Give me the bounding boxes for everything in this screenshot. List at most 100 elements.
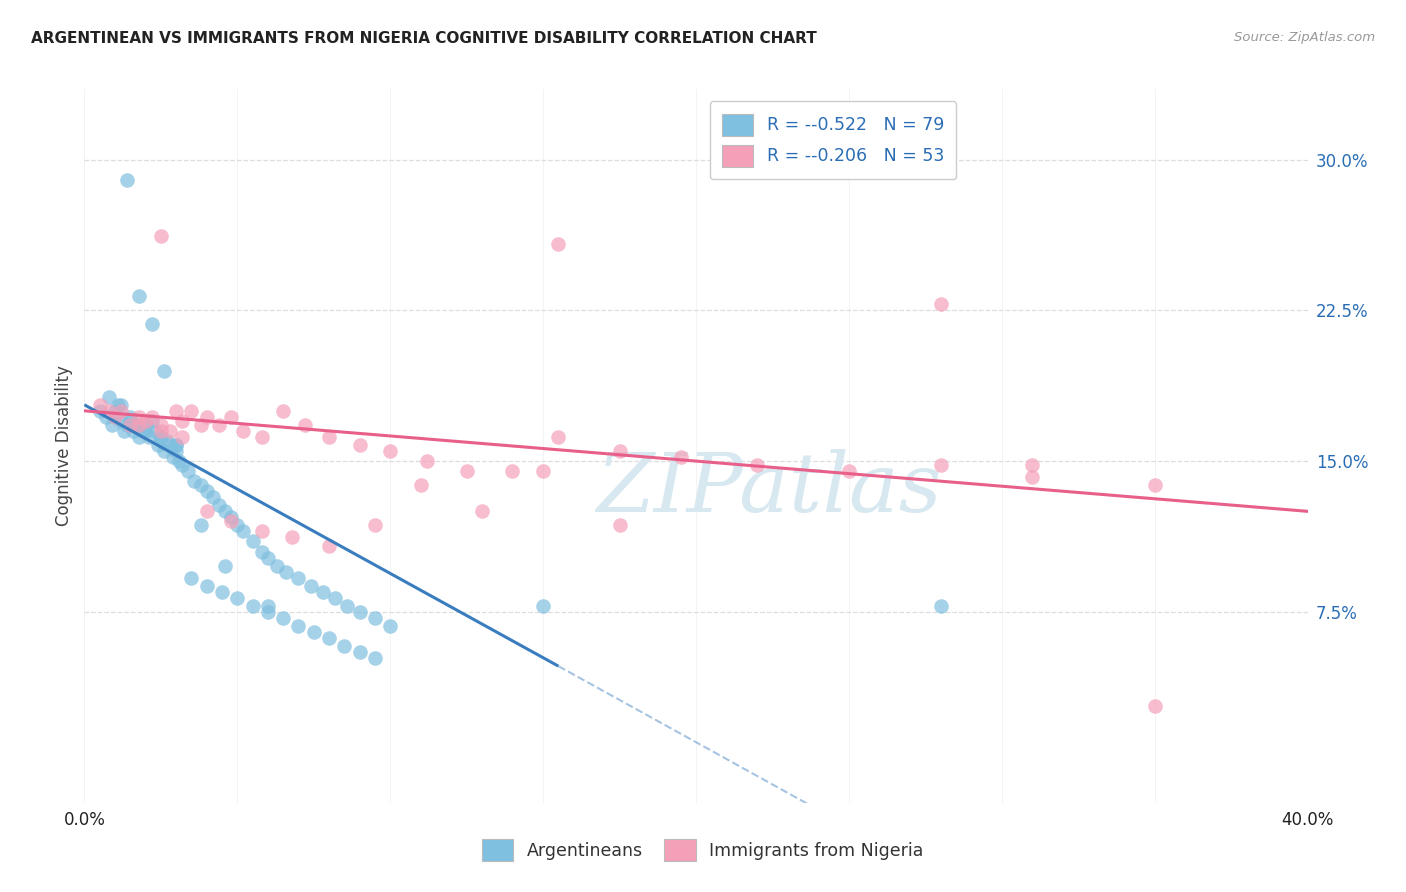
Point [302, 624, 325, 639]
Point [232, 424, 254, 438]
Y-axis label: Cognitive Disability: Cognitive Disability [55, 366, 73, 526]
Point [146, 438, 169, 452]
Point [242, 599, 264, 613]
Point [195, 504, 218, 518]
Point [167, 454, 190, 468]
Point [547, 237, 569, 252]
Point [94, 409, 117, 424]
Point [104, 404, 127, 418]
Point [287, 619, 309, 633]
Point [135, 414, 157, 428]
Point [214, 558, 236, 573]
Point [929, 297, 952, 311]
Point [364, 651, 387, 665]
Point [287, 571, 309, 585]
Point [250, 524, 273, 539]
Point [211, 584, 233, 599]
Point [153, 444, 176, 458]
Point [336, 599, 359, 613]
Point [172, 458, 194, 472]
Point [299, 579, 322, 593]
Point [165, 438, 187, 452]
Point [349, 438, 371, 452]
Point [747, 458, 769, 472]
Point [115, 172, 138, 186]
Point [219, 510, 242, 524]
Point [89, 398, 111, 412]
Point [143, 424, 166, 438]
Point [364, 611, 387, 625]
Point [159, 438, 181, 452]
Point [165, 404, 187, 418]
Point [416, 454, 439, 468]
Point [141, 414, 163, 428]
Point [531, 464, 554, 478]
Point [177, 464, 200, 478]
Point [276, 565, 298, 579]
Point [380, 619, 402, 633]
Point [838, 464, 860, 478]
Point [135, 417, 157, 432]
Point [180, 571, 202, 585]
Point [219, 409, 242, 424]
Point [183, 474, 205, 488]
Point [149, 424, 172, 438]
Point [115, 417, 138, 432]
Point [162, 450, 184, 464]
Point [609, 518, 631, 533]
Point [131, 424, 153, 438]
Point [97, 390, 120, 404]
Point [250, 430, 273, 444]
Text: ZIPatlas: ZIPatlas [596, 449, 942, 529]
Point [208, 498, 231, 512]
Point [226, 591, 249, 605]
Point [138, 430, 160, 444]
Point [104, 409, 127, 424]
Point [271, 611, 294, 625]
Legend: R = --0.522   N = 79, R = --0.206   N = 53: R = --0.522 N = 79, R = --0.206 N = 53 [710, 102, 956, 179]
Point [281, 531, 304, 545]
Point [214, 504, 236, 518]
Point [135, 424, 157, 438]
Point [190, 478, 212, 492]
Point [208, 417, 231, 432]
Point [156, 434, 179, 448]
Point [318, 539, 340, 553]
Point [531, 599, 554, 613]
Point [271, 404, 294, 418]
Point [159, 424, 181, 438]
Point [128, 430, 150, 444]
Point [141, 318, 163, 332]
Point [219, 515, 242, 529]
Point [110, 398, 132, 412]
Point [101, 417, 124, 432]
Point [128, 289, 150, 303]
Point [149, 430, 172, 444]
Point [120, 409, 142, 424]
Point [333, 639, 356, 653]
Point [349, 645, 371, 659]
Point [141, 409, 163, 424]
Point [110, 404, 132, 418]
Point [250, 544, 273, 558]
Point [257, 605, 280, 619]
Point [165, 438, 187, 452]
Point [471, 504, 494, 518]
Point [266, 558, 288, 573]
Point [149, 417, 172, 432]
Point [153, 363, 176, 377]
Point [180, 404, 202, 418]
Point [257, 599, 280, 613]
Point [149, 430, 172, 444]
Point [120, 414, 142, 428]
Legend: Argentineans, Immigrants from Nigeria: Argentineans, Immigrants from Nigeria [474, 830, 932, 870]
Text: Source: ZipAtlas.com: Source: ZipAtlas.com [1234, 31, 1375, 45]
Point [190, 518, 212, 533]
Point [312, 584, 335, 599]
Point [1021, 470, 1043, 484]
Point [1143, 699, 1166, 714]
Point [165, 444, 187, 458]
Point [1143, 478, 1166, 492]
Point [547, 430, 569, 444]
Point [172, 414, 194, 428]
